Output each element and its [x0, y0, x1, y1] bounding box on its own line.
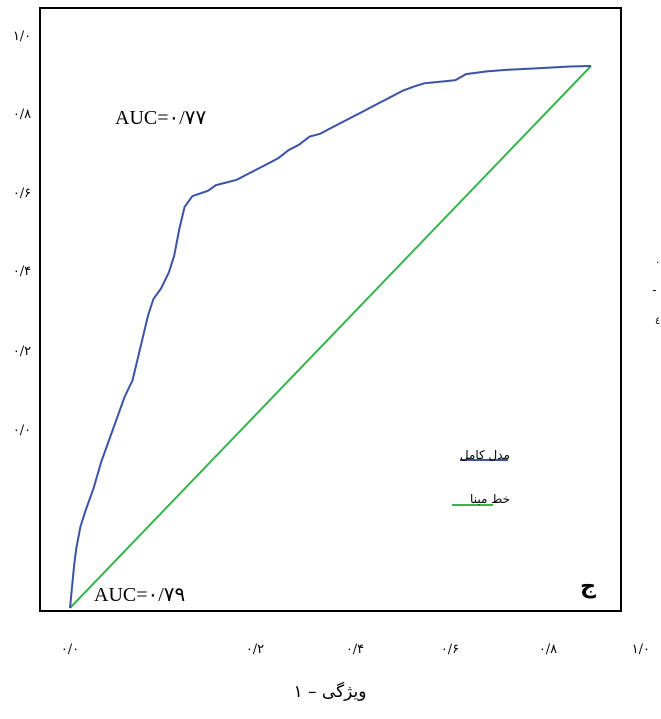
x-tick-label: ۱/۰: [632, 642, 650, 657]
x-tick-label: ۰/۸: [539, 642, 557, 657]
stray-mark-2: ٤: [655, 316, 660, 327]
legend-label-full-model: مدل کامل: [460, 448, 510, 462]
x-tick-label: ۰/۴: [346, 642, 364, 657]
x-tick-label: ۰/۰: [61, 642, 79, 657]
y-tick-label: ۰/۸: [13, 107, 31, 122]
stray-marks: ٠ ـ ٤: [652, 257, 660, 327]
y-tick-label: ۰/۲: [13, 344, 31, 359]
x-tick-label: ۰/۲: [246, 642, 264, 657]
x-axis-label: ویژگی – ۱: [293, 681, 366, 702]
y-tick-label: ۰/۴: [13, 264, 31, 279]
legend-label-baseline: خط مبنا: [470, 492, 510, 506]
x-axis-tick-labels: ۰/۰ ۰/۲ ۰/۴ ۰/۶ ۰/۸ ۱/۰: [61, 642, 650, 657]
series-line-baseline: [69, 65, 592, 609]
panel-label: ج: [580, 574, 596, 599]
auc-annotation-top: AUC=۰/۷۷: [115, 107, 207, 129]
y-tick-label: ۱/۰: [13, 29, 31, 44]
y-tick-label: ۰/۰: [13, 423, 31, 438]
y-axis-tick-labels: ۱/۰ ۰/۸ ۰/۶ ۰/۴ ۰/۲ ۰/۰: [13, 29, 31, 438]
x-tick-label: ۰/۶: [441, 642, 459, 657]
y-tick-label: ۰/۶: [13, 186, 31, 201]
stray-mark-0: ٠: [655, 257, 660, 268]
auc-annotation-bottom: AUC=۰/۷۹: [94, 584, 185, 606]
legend: مدل کامل خط مبنا: [452, 448, 510, 506]
stray-mark-1: ـ: [652, 283, 657, 294]
series-line-full-model: [69, 65, 592, 609]
plot-frame: [39, 7, 622, 612]
